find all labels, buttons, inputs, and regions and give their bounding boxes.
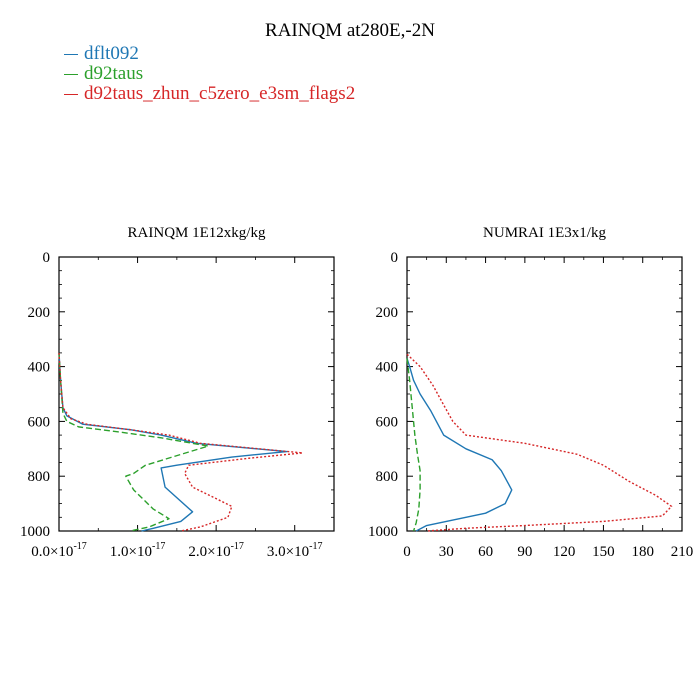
- x-tick-label: 60: [478, 544, 493, 560]
- plot-frame: [406, 256, 683, 532]
- x-tick-label: 150: [592, 544, 615, 560]
- legend-label: d92taus_zhun_c5zero_e3sm_flags2: [84, 83, 356, 104]
- x-tick-label: 2.0×10-17: [188, 541, 244, 560]
- y-tick-label: 800: [28, 469, 51, 485]
- legend: dflt092 d92taus d92taus_zhun_c5zero_e3sm…: [64, 44, 355, 104]
- x-tick-label: 0.0×10-17: [31, 541, 87, 560]
- x-tick-label: 30: [439, 544, 454, 560]
- y-tick-label: 0: [391, 250, 399, 266]
- legend-swatch: [64, 93, 78, 95]
- y-tick-label: 200: [376, 305, 399, 321]
- series-line-dflt092: [406, 358, 513, 532]
- legend-label: dflt092: [84, 43, 139, 64]
- panel-title: RAINQM 1E12xkg/kg: [128, 225, 266, 241]
- legend-item-d92taus: d92taus: [64, 64, 355, 84]
- y-tick-label: 600: [28, 414, 51, 430]
- x-tick-label: 90: [517, 544, 532, 560]
- page-title: RAINQM at280E,-2N: [265, 20, 435, 41]
- series-line-d92taus-zhun-c5zero-e3sm-flags2: [406, 353, 673, 532]
- y-tick-label: 1000: [20, 524, 50, 540]
- y-tick-label: 800: [376, 469, 399, 485]
- plot-frame: [58, 256, 335, 532]
- y-tick-label: 200: [28, 305, 51, 321]
- y-tick-label: 400: [28, 360, 51, 376]
- legend-item-d92taus-zhun: d92taus_zhun_c5zero_e3sm_flags2: [64, 84, 355, 104]
- y-tick-label: 0: [43, 250, 51, 266]
- x-tick-label: 120: [553, 544, 576, 560]
- legend-label: d92taus: [84, 63, 144, 84]
- panel-title: NUMRAI 1E3x1/kg: [483, 225, 606, 241]
- series-line-dflt092: [58, 352, 288, 532]
- series-line-d92taus: [406, 358, 421, 532]
- x-tick-label: 210: [671, 544, 694, 560]
- series-line-d92taus: [58, 352, 209, 532]
- x-tick-label: 3.0×10-17: [267, 541, 323, 560]
- y-tick-label: 1000: [368, 524, 398, 540]
- y-tick-label: 600: [376, 414, 399, 430]
- y-tick-label: 400: [376, 360, 399, 376]
- legend-item-dflt092: dflt092: [64, 44, 355, 64]
- x-tick-label: 0: [403, 544, 411, 560]
- x-tick-label: 1.0×10-17: [110, 541, 166, 560]
- legend-swatch: [64, 53, 78, 55]
- legend-swatch: [64, 73, 78, 75]
- x-tick-label: 180: [631, 544, 654, 560]
